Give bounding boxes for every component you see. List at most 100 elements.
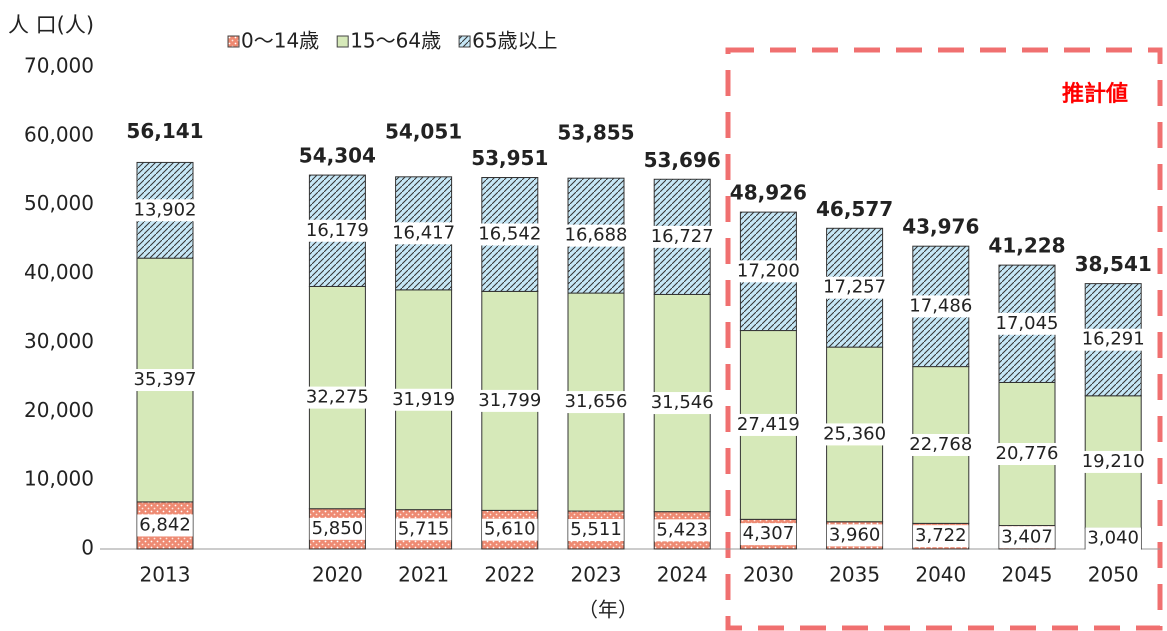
x-tick-label: 2020 <box>312 563 363 587</box>
label-bg <box>648 225 716 248</box>
total-label: 54,051 <box>385 119 462 143</box>
annotation: 推計値 <box>1062 81 1128 107</box>
data-label: 3,960 <box>829 524 881 545</box>
legend-label: 0〜14歳 <box>241 29 319 53</box>
label-bg <box>821 423 889 446</box>
label-bg <box>131 199 199 222</box>
data-label: 16,727 <box>651 226 714 247</box>
data-label: 31,919 <box>392 389 455 410</box>
data-label: 3,040 <box>1087 528 1139 549</box>
x-tick-label: 2021 <box>398 563 449 587</box>
data-label: 16,291 <box>1082 329 1145 350</box>
total-label: 43,976 <box>902 215 979 239</box>
label-bg <box>395 518 452 541</box>
label-bg <box>993 312 1061 335</box>
total-label: 54,304 <box>299 144 376 168</box>
label-bg <box>993 443 1061 466</box>
data-label: 25,360 <box>823 423 886 444</box>
x-tick-label: 2024 <box>657 563 708 587</box>
x-axis-label: （年） <box>578 598 638 622</box>
label-bg <box>568 519 624 542</box>
data-label: 27,419 <box>737 414 800 435</box>
data-label: 17,486 <box>909 295 972 316</box>
data-label: 19,210 <box>1082 451 1145 472</box>
y-tick-label: 30,000 <box>24 329 94 353</box>
x-tick-label: 2040 <box>915 563 966 587</box>
label-bg <box>740 523 797 546</box>
data-label: 16,417 <box>392 222 455 243</box>
label-bg <box>390 388 458 411</box>
y-tick-label: 60,000 <box>24 122 94 146</box>
data-label: 6,842 <box>139 514 191 535</box>
x-tick-label: 2013 <box>140 563 191 587</box>
label-bg <box>1085 527 1141 550</box>
legend-label: 15〜64歳 <box>350 29 441 53</box>
data-label: 31,546 <box>651 392 714 413</box>
legend-swatch <box>458 35 471 48</box>
label-bg <box>562 224 630 247</box>
label-bg <box>1079 450 1147 473</box>
label-bg <box>1079 328 1147 351</box>
data-label: 5,715 <box>398 518 450 539</box>
data-label: 13,902 <box>134 199 197 220</box>
label-bg <box>131 369 199 392</box>
total-label: 41,228 <box>988 234 1065 258</box>
label-bg <box>390 222 458 245</box>
total-label: 46,577 <box>816 197 893 221</box>
total-label: 53,951 <box>471 146 548 170</box>
y-tick-label: 40,000 <box>24 260 94 284</box>
data-label: 20,776 <box>996 443 1059 464</box>
y-tick-label: 50,000 <box>24 191 94 215</box>
label-bg <box>826 524 883 547</box>
legend-swatch <box>227 35 240 48</box>
label-bg <box>476 223 544 246</box>
label-bg <box>562 391 630 414</box>
x-tick-label: 2023 <box>571 563 622 587</box>
data-label: 5,511 <box>570 519 622 540</box>
total-label: 53,696 <box>644 148 721 172</box>
y-axis-label: 人 口(人) <box>8 13 94 37</box>
legend-label: 65歳以上 <box>472 29 557 53</box>
total-label: 56,141 <box>126 119 203 143</box>
y-tick-label: 70,000 <box>24 54 94 78</box>
x-tick-label: 2045 <box>1002 563 1053 587</box>
data-label: 3,407 <box>1001 526 1053 547</box>
label-bg <box>907 295 975 318</box>
data-label: 31,799 <box>478 390 541 411</box>
label-bg <box>734 413 802 436</box>
label-bg <box>303 386 371 409</box>
y-tick-label: 20,000 <box>24 398 94 422</box>
data-label: 5,850 <box>312 518 364 539</box>
legend-swatch <box>336 35 349 48</box>
label-bg <box>476 389 544 412</box>
label-bg <box>654 519 710 542</box>
x-tick-label: 2050 <box>1088 563 1139 587</box>
label-bg <box>907 433 975 456</box>
y-tick-label: 10,000 <box>24 467 94 491</box>
data-label: 16,179 <box>306 220 369 241</box>
label-bg <box>821 276 889 299</box>
total-label: 53,855 <box>557 121 634 145</box>
data-label: 31,656 <box>565 391 628 412</box>
data-label: 4,307 <box>743 523 795 544</box>
total-label: 38,541 <box>1075 252 1152 276</box>
label-bg <box>303 219 371 242</box>
label-bg <box>137 514 193 537</box>
data-label: 16,542 <box>478 223 541 244</box>
data-label: 17,257 <box>823 277 886 298</box>
data-label: 3,722 <box>915 525 967 546</box>
data-label: 17,045 <box>996 313 1059 334</box>
data-label: 22,768 <box>909 434 972 455</box>
x-tick-label: 2035 <box>829 563 880 587</box>
label-bg <box>999 526 1055 549</box>
data-label: 17,200 <box>737 260 800 281</box>
forecast-box <box>725 47 1163 631</box>
data-label: 5,423 <box>656 519 708 540</box>
y-tick-label: 0 <box>81 536 94 560</box>
data-label: 35,397 <box>134 369 197 390</box>
label-bg <box>482 518 538 541</box>
data-label: 32,275 <box>306 387 369 408</box>
label-bg <box>734 260 802 283</box>
